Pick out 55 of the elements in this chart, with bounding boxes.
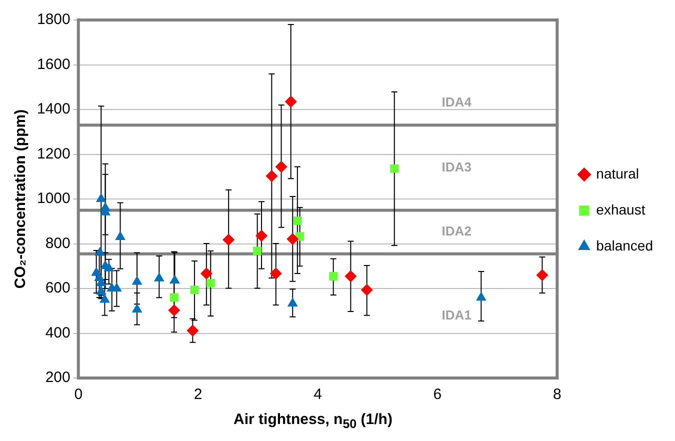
y-tick-label: 1600 [36, 56, 70, 73]
point [287, 297, 298, 306]
y-tick-label: 1400 [36, 100, 70, 118]
x-tick-label: 4 [314, 386, 322, 404]
point [256, 230, 268, 242]
point [266, 170, 278, 182]
point [100, 294, 110, 303]
point [170, 274, 180, 284]
point [286, 233, 299, 246]
legend-label: exhaust [596, 201, 646, 218]
annotation: IDA3 [442, 159, 472, 174]
y-tick-label: 600 [45, 280, 70, 297]
y-tick-label: 1200 [36, 145, 70, 162]
point [222, 234, 235, 246]
y-tick-label: 400 [45, 324, 70, 342]
point [96, 286, 106, 295]
y-tick-label: 200 [45, 369, 70, 386]
y-tick-label: 800 [45, 234, 70, 252]
point [329, 272, 338, 280]
x-tick-label: 0 [74, 386, 83, 404]
legend-label: natural [596, 165, 639, 182]
point [154, 272, 164, 282]
point [253, 246, 262, 256]
x-tick-label: 6 [433, 386, 442, 404]
point [360, 284, 373, 296]
point [115, 231, 126, 240]
y-tick-label: 1000 [36, 190, 70, 208]
legend-label: balanced [596, 237, 653, 254]
annotation: IDA4 [442, 94, 472, 110]
point [200, 268, 212, 280]
y-axis-title: CO₂-concentration (ppm) [12, 109, 30, 289]
point [206, 278, 215, 288]
annotation: IDA2 [442, 224, 472, 239]
point [284, 96, 297, 108]
point [94, 246, 106, 256]
point [168, 304, 180, 316]
x-tick-label: 8 [553, 386, 562, 404]
point [190, 286, 199, 294]
point [536, 269, 548, 282]
x-axis-title: Air tightness, n$_{50}$ (1/h) [232, 411, 394, 431]
point [275, 160, 288, 173]
annotation: IDA1 [442, 307, 472, 322]
point [132, 304, 142, 313]
point [344, 270, 357, 282]
x-tick-label: 2 [194, 386, 202, 404]
point [476, 292, 486, 301]
point [390, 164, 399, 173]
point [186, 324, 199, 337]
y-tick-label: 1800 [36, 11, 70, 28]
point [132, 276, 142, 285]
point [170, 293, 178, 302]
point [293, 216, 302, 225]
point [270, 268, 282, 280]
point [96, 193, 106, 202]
point [104, 262, 114, 272]
